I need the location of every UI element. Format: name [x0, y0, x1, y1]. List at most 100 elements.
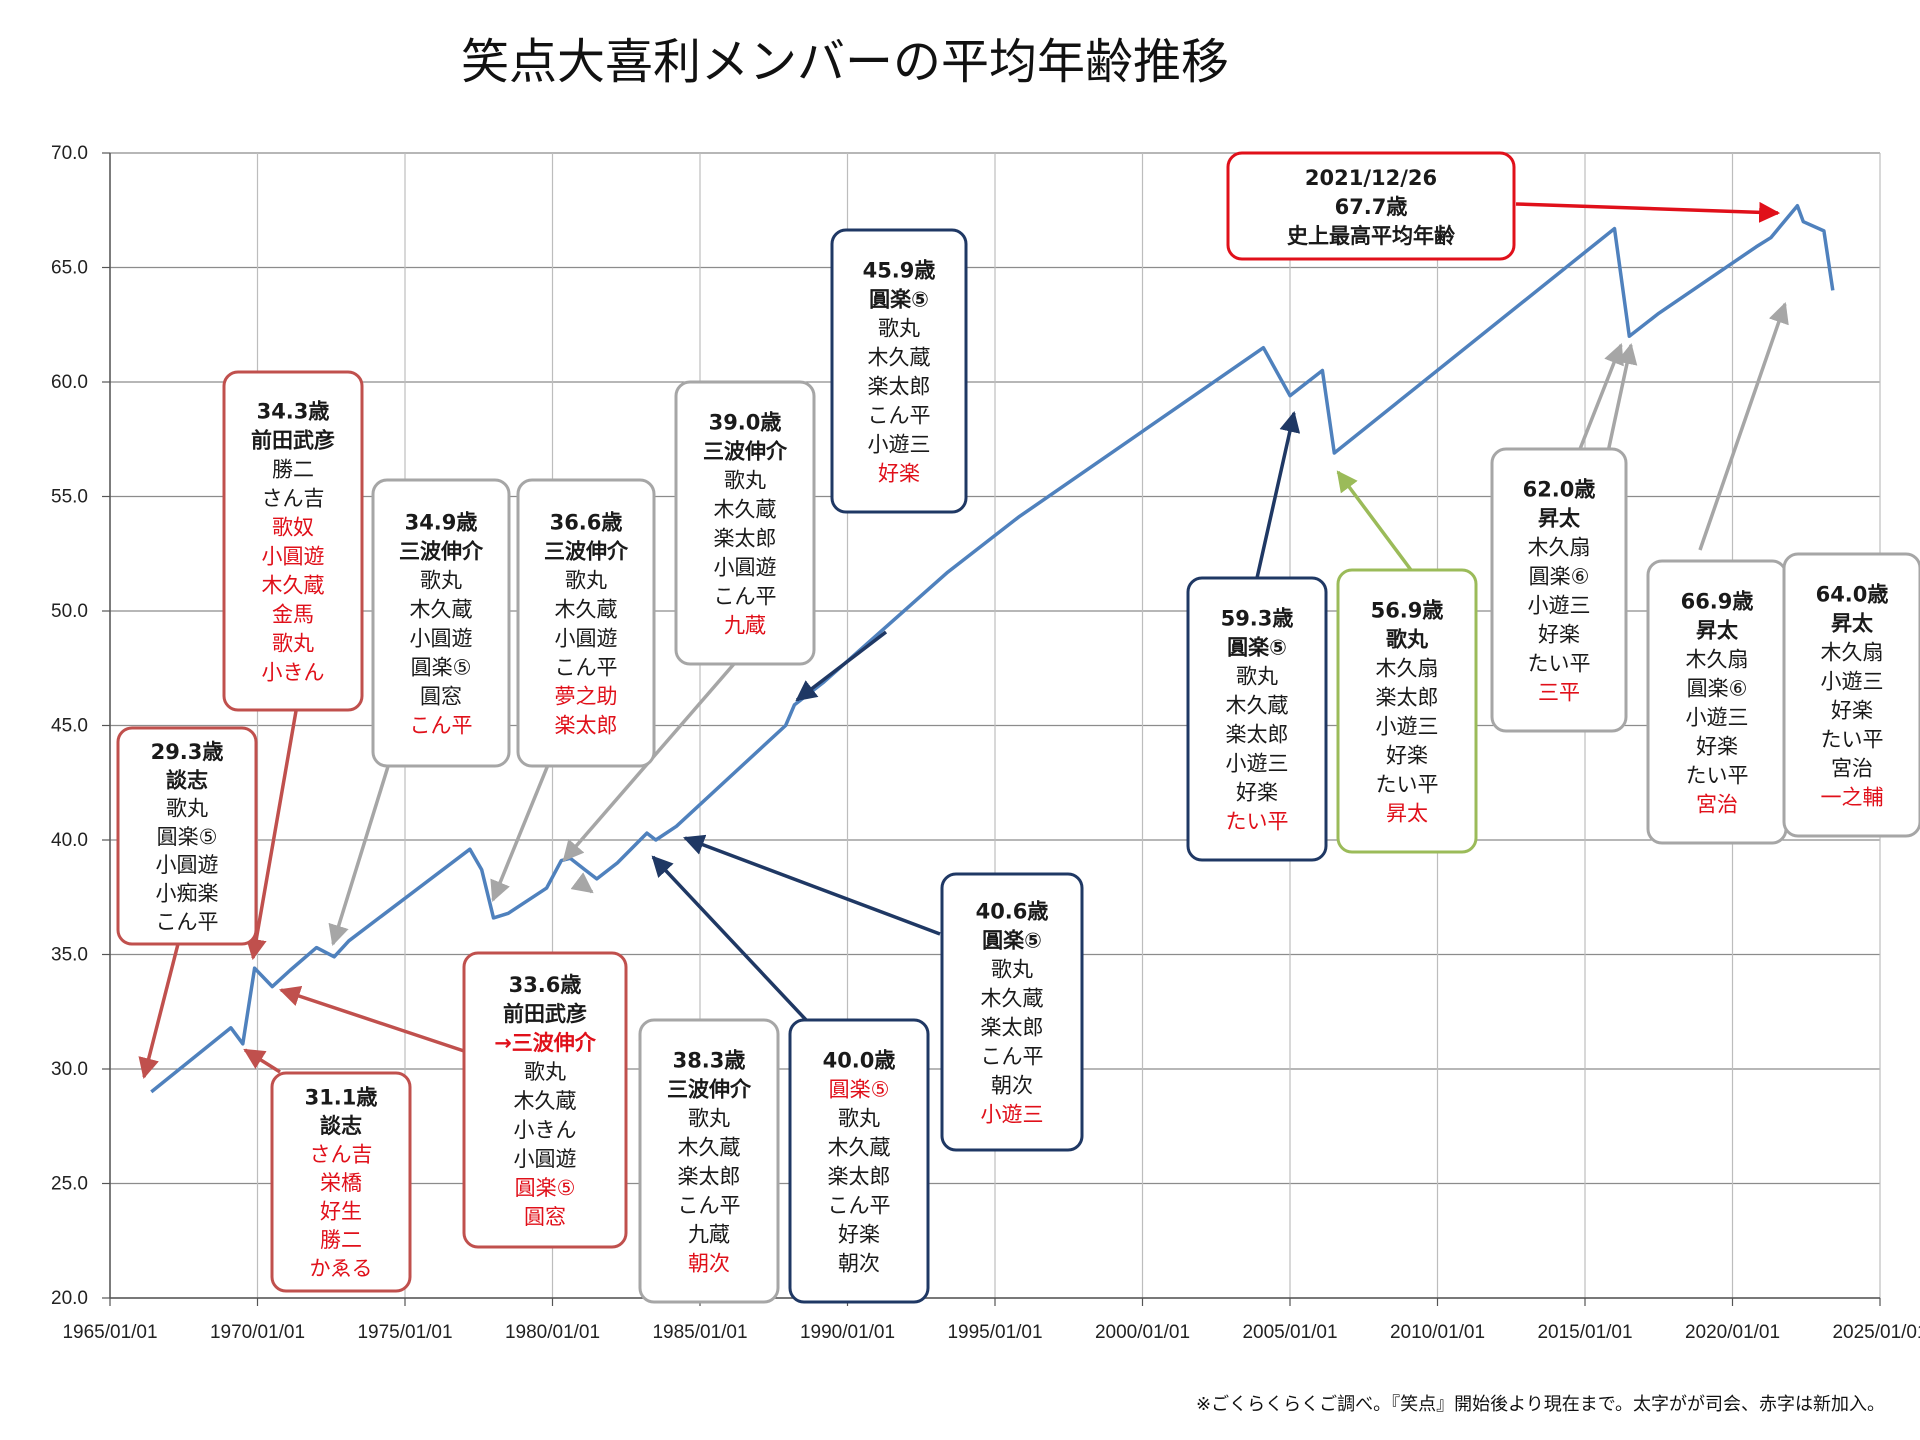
callout-arrow [138, 943, 180, 1080]
annotation-line: こん平 [714, 585, 777, 609]
annotation-line: 66.9歳 [1681, 590, 1754, 614]
annotation-line: 歌丸 [1236, 665, 1278, 689]
annotation-line: たい平 [1686, 764, 1749, 788]
y-tick-label: 20.0 [51, 1288, 88, 1309]
x-tick-label: 2000/01/01 [1095, 1322, 1190, 1343]
annotation-line: こん平 [678, 1194, 741, 1218]
annotation-line: たい平 [1376, 773, 1439, 797]
annotation-line: 昇太 [1538, 507, 1581, 531]
annotation-line: 九蔵 [688, 1223, 730, 1247]
annotation-line: 小遊三 [1821, 670, 1884, 694]
y-tick-label: 60.0 [51, 372, 88, 393]
annotation-line: 木久蔵 [828, 1136, 891, 1160]
annotation-line: 好楽 [838, 1223, 880, 1247]
annotation-frame [1782, 552, 1920, 838]
annotation-line: 好生 [320, 1200, 362, 1224]
annotation-line: 木久扇 [1528, 536, 1591, 560]
annotation-line: 小遊三 [868, 433, 931, 457]
x-tick-label: 2015/01/01 [1537, 1322, 1632, 1343]
annotation-line: 31.1歳 [305, 1085, 378, 1109]
annotation-line: 三波伸介 [399, 540, 484, 564]
y-tick-label: 70.0 [51, 143, 88, 164]
annotation-line: 小圓遊 [514, 1147, 577, 1171]
annotations-layer: 29.3歳談志歌丸圓楽⑤小圓遊小痴楽こん平34.3歳前田武彦勝二さん吉歌奴小圓遊… [116, 151, 1920, 1304]
annotation-line: 歌丸 [878, 317, 920, 341]
annotation-line: 朝次 [688, 1252, 730, 1276]
annotation-line: 好楽 [1831, 699, 1873, 723]
annotation-line: 朝次 [991, 1074, 1033, 1098]
x-tick-label: 1980/01/01 [505, 1322, 600, 1343]
annotation-line: たい平 [1226, 810, 1289, 834]
annotation-line: 59.3歳 [1221, 607, 1294, 631]
footnote: ※ごくらくらくご調べ。『笑点』開始後より現在まで。太字がが司会、赤字は新加入。 [1196, 1394, 1885, 1415]
annotation-line: 九蔵 [724, 614, 766, 638]
annotation-line: 小遊三 [981, 1103, 1044, 1127]
annotation-line: 談志 [166, 768, 208, 792]
annotation-frame [222, 370, 364, 712]
annotation-line: 楽太郎 [828, 1165, 891, 1189]
annotation-line: 小遊三 [1686, 706, 1749, 730]
annotation-line: 歌丸 [688, 1107, 730, 1131]
annotation-line: 圓楽⑥ [1529, 565, 1590, 589]
annotation-line: 圓楽⑤ [829, 1078, 890, 1102]
callout-arrow [1515, 201, 1781, 223]
annotation-line: 三波伸介 [667, 1078, 752, 1102]
annotation-line: 小きん [514, 1118, 577, 1142]
annotation-line: 小遊三 [1376, 715, 1439, 739]
annotation-line: 歌丸 [1386, 628, 1429, 652]
annotation-line: 歌丸 [420, 569, 462, 593]
annotation-line: 圓窓 [524, 1205, 566, 1229]
annotation-line: 62.0歳 [1523, 478, 1596, 502]
annotation-line: 歌丸 [524, 1060, 566, 1084]
annotation-line: 33.6歳 [509, 973, 582, 997]
annotation-line: 56.9歳 [1371, 599, 1444, 623]
annotation-frame [270, 1071, 412, 1293]
annotation-line: 昇太 [1696, 619, 1739, 643]
annotation-line: たい平 [1528, 652, 1591, 676]
annotation-line: 好楽 [1386, 744, 1428, 768]
annotation-line: 小圓遊 [156, 853, 219, 877]
annotation-frame [674, 380, 816, 666]
annotation-frame [1186, 576, 1328, 862]
annotation-line: 小痴楽 [156, 881, 219, 905]
annotation-line: 宮治 [1831, 757, 1873, 781]
annotation-line: 朝次 [838, 1252, 880, 1276]
annotation-line: 34.3歳 [257, 400, 330, 424]
annotation-line: こん平 [828, 1194, 891, 1218]
y-tick-label: 45.0 [51, 716, 88, 737]
annotation-line: 小圓遊 [714, 556, 777, 580]
annotation-line: 40.0歳 [823, 1049, 896, 1073]
annotation-line: 木久蔵 [868, 346, 931, 370]
annotation-line: 歌丸 [724, 469, 766, 493]
annotation-line: 木久蔵 [514, 1089, 577, 1113]
callout-arrow [683, 834, 941, 936]
annotation-line: こん平 [981, 1045, 1044, 1069]
annotation-line: 29.3歳 [151, 740, 224, 764]
annotation-line: 小遊三 [1226, 752, 1289, 776]
callout-arrow [328, 759, 392, 947]
annotation-line: 楽太郎 [868, 375, 931, 399]
annotation-line: 歌丸 [565, 569, 607, 593]
annotation-line: 好楽 [1538, 623, 1580, 647]
annotation-line: 三平 [1538, 681, 1580, 705]
annotation-line: 小圓遊 [262, 545, 325, 569]
annotation-line: 木久蔵 [714, 498, 777, 522]
axes: 20.0 25.0 30.0 35.0 40.0 45.0 50.0 55.0 60.0 65.0… [51, 143, 1920, 1343]
annotation-line: 談志 [320, 1114, 362, 1138]
annotation-line: 楽太郎 [678, 1165, 741, 1189]
annotation-line: たい平 [1821, 728, 1884, 752]
annotation-line: こん平 [410, 714, 473, 738]
annotation-line: 木久蔵 [981, 987, 1044, 1011]
x-tick-label: 2025/01/01 [1832, 1322, 1920, 1343]
annotation-line: 圓楽⑤ [1227, 636, 1287, 660]
annotation-line: 歌丸 [991, 958, 1033, 982]
annotation-line: 40.6歳 [976, 900, 1049, 924]
annotation-line: 小遊三 [1528, 594, 1591, 618]
